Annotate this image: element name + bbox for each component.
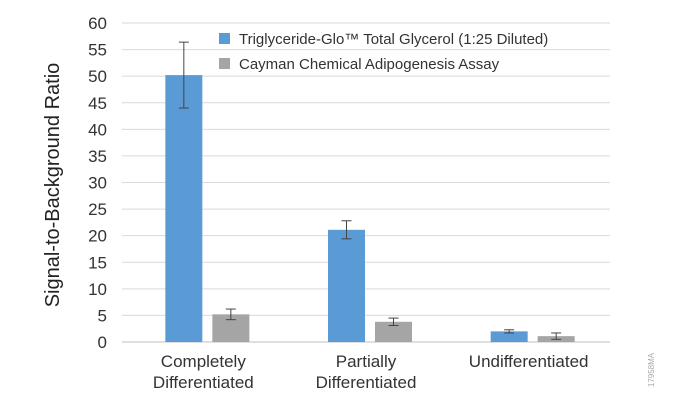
- legend-item: Cayman Chemical Adipogenesis Assay: [219, 56, 500, 73]
- y-tick-label: 20: [88, 227, 107, 246]
- y-tick-label: 40: [88, 120, 107, 139]
- error-bars: [178, 41, 562, 340]
- y-tick-label: 10: [88, 280, 107, 299]
- y-tick-label: 55: [88, 41, 107, 60]
- y-tick-label: 35: [88, 147, 107, 166]
- error-bar: [551, 332, 562, 340]
- legend-swatch: [219, 33, 230, 44]
- legend-label: Cayman Chemical Adipogenesis Assay: [239, 56, 500, 73]
- error-bar: [341, 220, 352, 240]
- gridlines: [122, 22, 610, 343]
- legend-swatch: [219, 58, 230, 69]
- legend-label: Triglyceride-Glo™ Total Glycerol (1:25 D…: [239, 31, 548, 48]
- x-category-label: Completely Differentiated: [153, 352, 254, 392]
- bar: [328, 229, 365, 342]
- watermark: 17958MA: [647, 352, 656, 387]
- y-tick-label: 25: [88, 200, 107, 219]
- y-tick-label: 15: [88, 253, 107, 272]
- y-tick-labels: 0 5 10 15 20 25 30 35 40 45 50 55 60: [88, 14, 107, 352]
- error-bar: [225, 308, 236, 321]
- error-bar: [504, 329, 515, 334]
- x-category-label: Undifferentiated: [469, 352, 589, 371]
- y-tick-label: 0: [98, 333, 107, 352]
- legend: Triglyceride-Glo™ Total Glycerol (1:25 D…: [219, 31, 548, 73]
- bars: [165, 75, 575, 342]
- x-category-label: Partially Differentiated: [316, 352, 417, 392]
- y-tick-label: 45: [88, 94, 107, 113]
- legend-item: Triglyceride-Glo™ Total Glycerol (1:25 D…: [219, 31, 548, 48]
- error-bar: [178, 41, 189, 109]
- y-tick-label: 30: [88, 174, 107, 193]
- y-tick-label: 50: [88, 67, 107, 86]
- bar: [490, 331, 528, 342]
- error-bar: [388, 317, 399, 327]
- bar: [375, 321, 412, 342]
- y-axis-title: Signal-to-Background Ratio: [42, 63, 64, 308]
- y-tick-label: 60: [88, 14, 107, 33]
- bar: [165, 75, 203, 342]
- y-tick-label: 5: [98, 306, 107, 325]
- x-category-labels: Completely Differentiated Partially Differe…: [153, 352, 589, 392]
